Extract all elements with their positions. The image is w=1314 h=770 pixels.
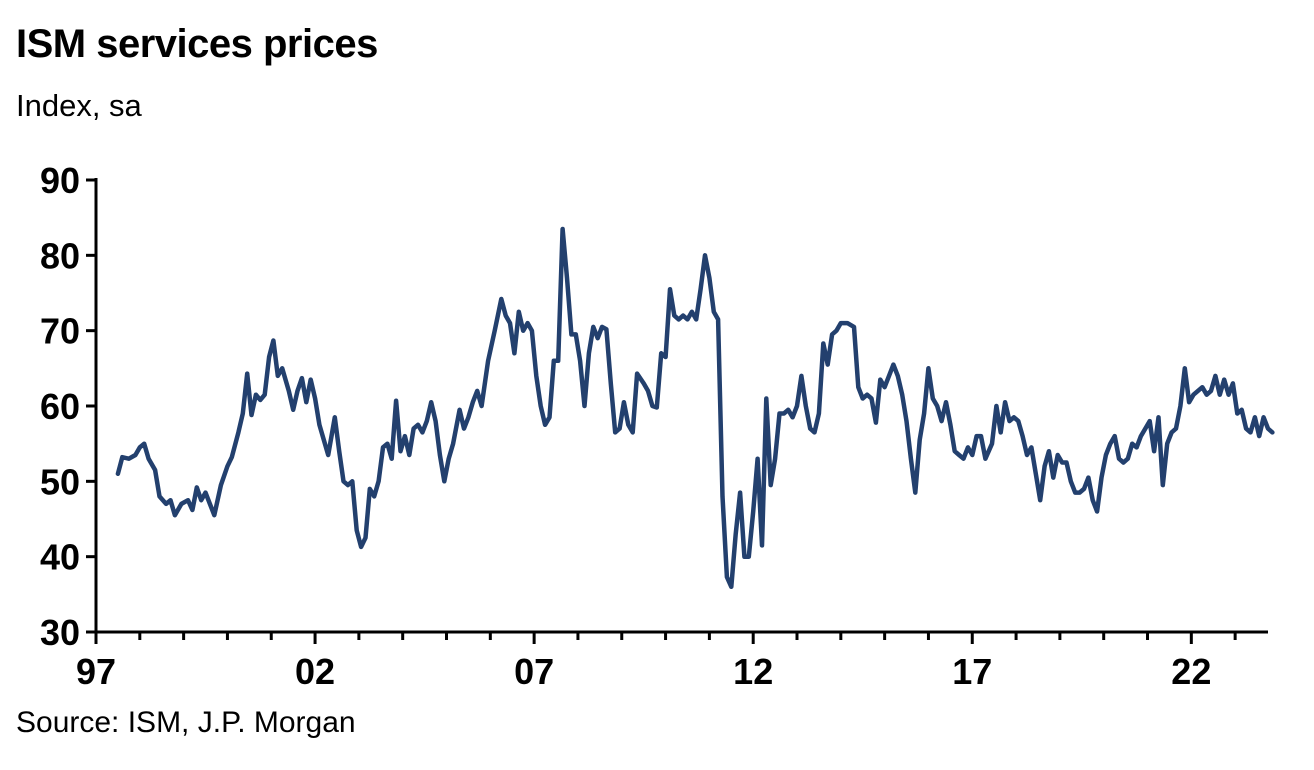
chart-axes xyxy=(86,178,1268,644)
x-tick-label: 02 xyxy=(295,651,335,692)
x-tick-labels: 97 02 07 12 17 22 xyxy=(76,651,1211,692)
source-note: Source: ISM, J.P. Morgan xyxy=(16,706,356,739)
x-tick-label: 97 xyxy=(76,651,116,692)
x-tick-label: 07 xyxy=(514,651,554,692)
y-tick-label: 50 xyxy=(40,461,80,502)
chart-subtitle: Index, sa xyxy=(16,88,142,123)
series-line xyxy=(115,226,1275,590)
x-tick-label: 12 xyxy=(733,651,773,692)
x-tick-label: 17 xyxy=(952,651,992,692)
y-tick-label: 80 xyxy=(40,235,80,276)
y-tick-labels: 30 40 50 60 70 80 90 xyxy=(40,160,80,653)
y-tick-label: 40 xyxy=(40,537,80,578)
chart-title: ISM services prices xyxy=(16,22,378,66)
y-tick-label: 70 xyxy=(40,311,80,352)
y-tick-label: 60 xyxy=(40,386,80,427)
x-tick-label: 22 xyxy=(1171,651,1211,692)
y-tick-label: 90 xyxy=(40,160,80,201)
y-tick-label: 30 xyxy=(40,612,80,653)
